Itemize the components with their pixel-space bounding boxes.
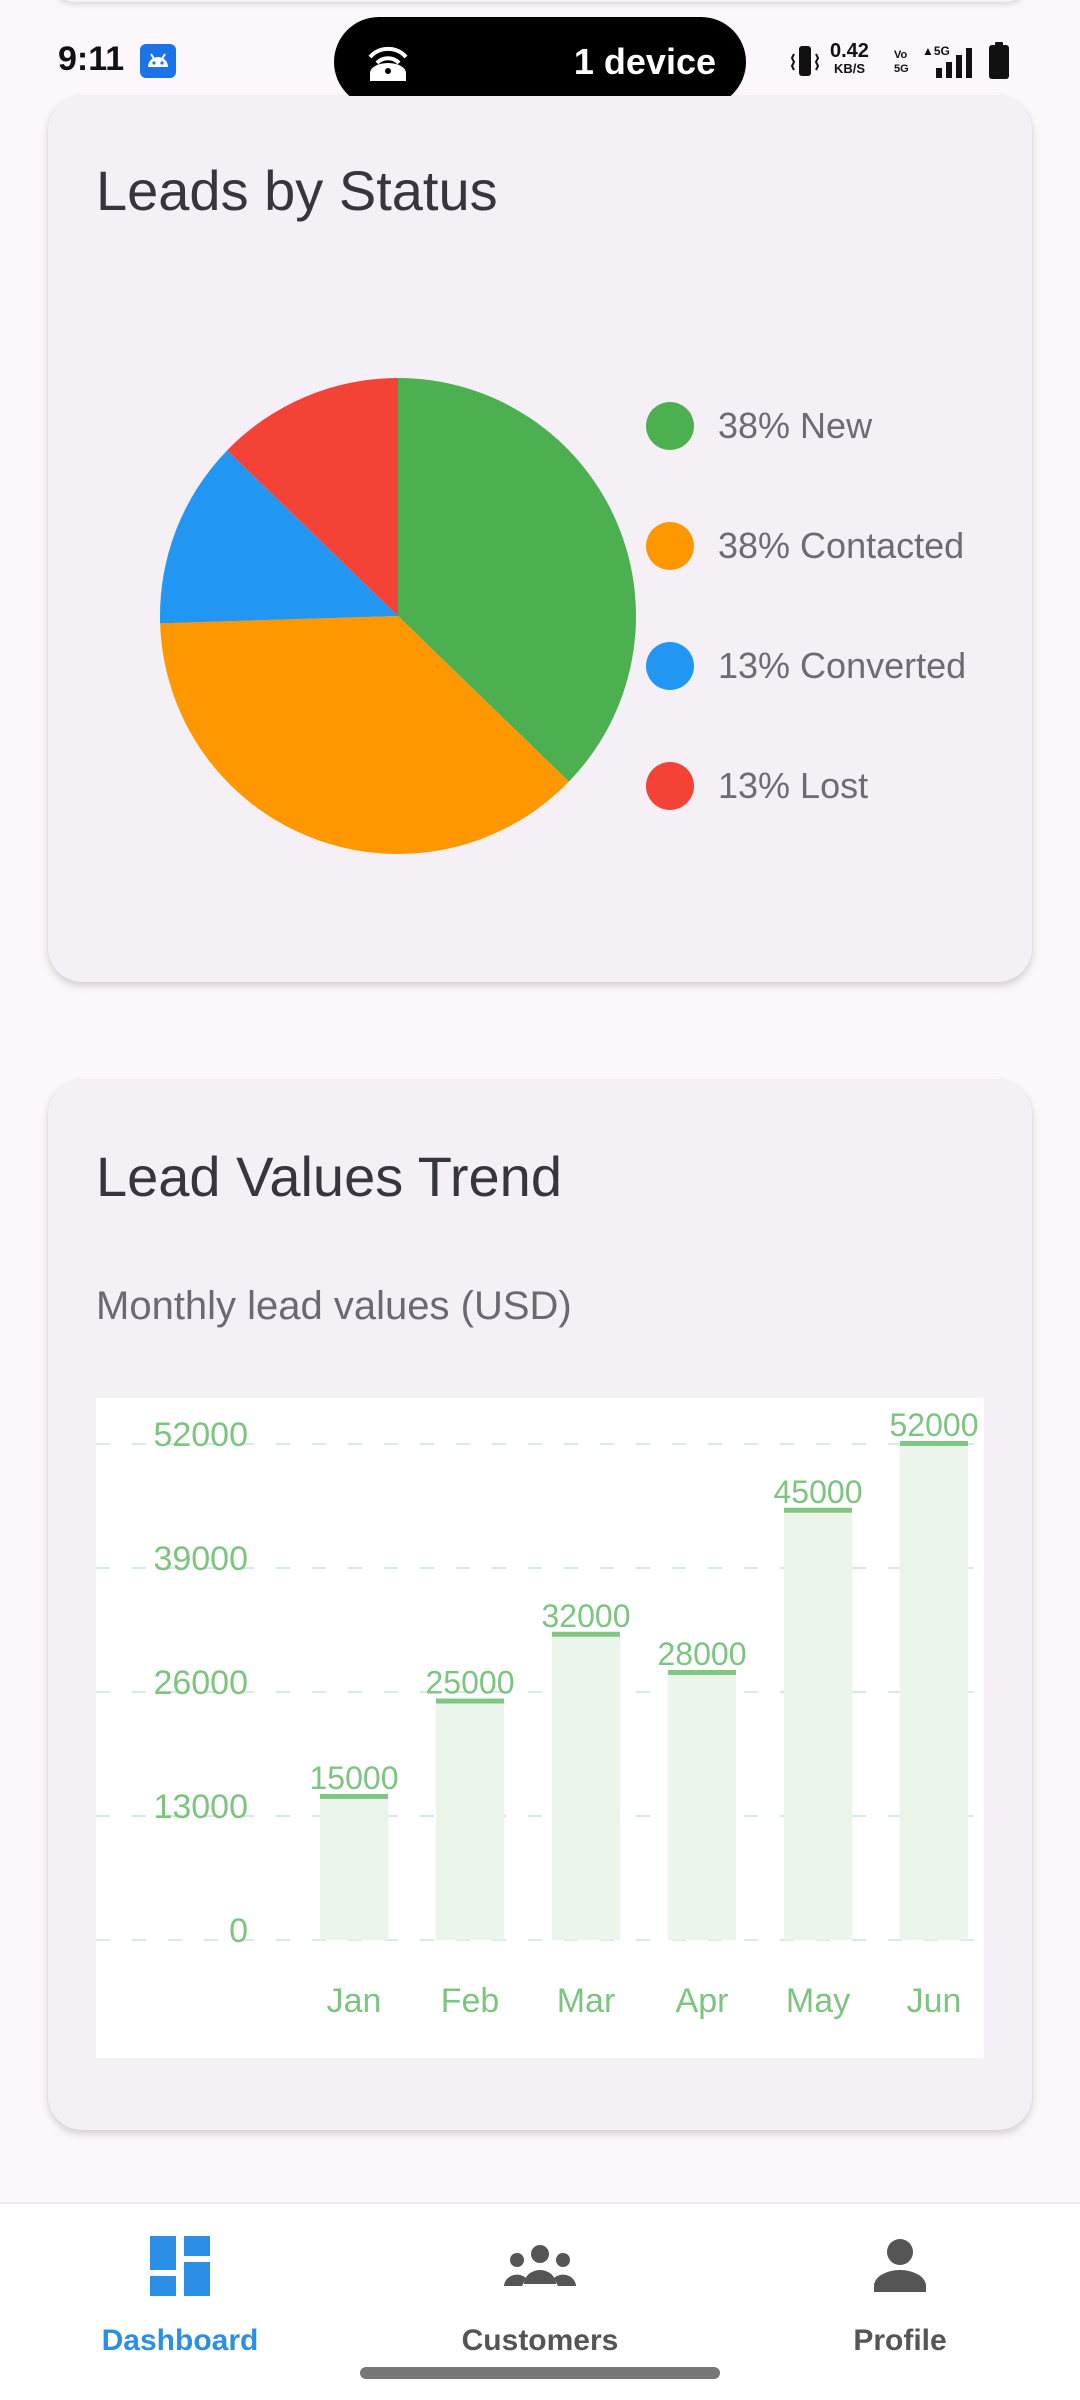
x-tick-label: May: [786, 1982, 850, 2020]
y-tick-label: 52000: [153, 1416, 248, 1454]
net-speed-unit: KB/S: [833, 61, 865, 76]
net-speed: 0.42 KB/S: [830, 40, 869, 78]
nav-label: Dashboard: [101, 2324, 259, 2357]
bar-value-label: 52000: [890, 1407, 979, 1443]
pie-slice-contacted: [160, 616, 569, 854]
bar-chart-container: 0 13000 26000 39000 52000 15000 Jan 25000 Feb 320…: [96, 1398, 984, 2058]
legend-dot: [646, 402, 694, 450]
legend-label: 38% Contacted: [718, 525, 965, 566]
bar-value-label: 28000: [658, 1636, 747, 1672]
volte-icon: Vo 5G: [894, 49, 909, 75]
x-tick-label: Feb: [441, 1982, 500, 2020]
legend-item-new: 38% New: [646, 396, 872, 456]
legend-label: 13% Converted: [718, 645, 967, 686]
pie-slice-new: [398, 378, 636, 782]
legend-dot: [646, 642, 694, 690]
bar-top-line: [784, 1507, 852, 1513]
y-tick-label: 0: [229, 1912, 248, 1950]
card-title: Lead Values Trend: [96, 1145, 562, 1208]
nav-label: Profile: [853, 2324, 947, 2357]
bar-top-line: [900, 1441, 968, 1446]
legend-label: 13% Lost: [718, 765, 869, 806]
lead-values-trend-card: Lead Values Trend Monthly lead values (U…: [48, 1080, 1032, 2130]
vibrate-icon: [790, 46, 820, 76]
svg-text:Vo: Vo: [894, 49, 908, 61]
bar-top-line: [668, 1669, 736, 1675]
previous-card-edge: [48, 0, 1032, 2]
y-tick-label: 39000: [153, 1540, 248, 1578]
x-tick-label: Jan: [327, 1982, 382, 2020]
profile-icon: [874, 2239, 926, 2292]
bar-value-label: 25000: [426, 1665, 515, 1701]
leads-pie-chart: [160, 378, 636, 854]
legend-item-contacted: 38% Contacted: [646, 516, 964, 576]
legend-label: 38% New: [718, 405, 873, 446]
legend-item-lost: 13% Lost: [646, 756, 868, 816]
leads-by-status-card: Leads by Status 38% New 38% Contacted 13…: [48, 96, 1032, 982]
svg-text:5G: 5G: [894, 63, 909, 75]
pie-slice-converted: [160, 450, 398, 624]
legend-dot: [646, 522, 694, 570]
nav-label: Customers: [461, 2324, 619, 2357]
lead-values-bar-chart: 0 13000 26000 39000 52000 15000 Jan 25000 Feb 320…: [96, 1407, 984, 2020]
bar-value-label: 45000: [774, 1474, 863, 1510]
y-tick-label: 26000: [153, 1664, 248, 1702]
android-notification-icon: [140, 44, 176, 78]
dashboard-icon: [150, 2236, 210, 2296]
bar-feb: [436, 1701, 504, 1940]
x-tick-label: Mar: [557, 1982, 616, 2020]
svg-text:▲5G: ▲5G: [922, 44, 950, 58]
bar-jun: [900, 1444, 968, 1940]
nav-profile[interactable]: Profile: [720, 2204, 1080, 2400]
hotspot-pill[interactable]: 1 device: [334, 17, 746, 107]
nav-dashboard[interactable]: Dashboard: [0, 2204, 360, 2400]
y-tick-label: 13000: [153, 1788, 248, 1826]
card-subtitle: Monthly lead values (USD): [96, 1284, 572, 1328]
legend-item-converted: 13% Converted: [646, 636, 966, 696]
bar-value-label: 32000: [542, 1598, 631, 1634]
nav-customers[interactable]: Customers: [360, 2204, 720, 2400]
signal-5g-icon: ▲5G: [922, 44, 972, 78]
status-bar: 9:11 1 device 0.42 KB/S Vo 5G: [0, 0, 1080, 120]
hotspot-device-count: 1 device: [573, 41, 716, 82]
status-time: 9:11: [58, 40, 125, 78]
x-tick-label: Apr: [676, 1982, 729, 2020]
bar-top-line: [436, 1698, 504, 1704]
x-tick-label: Jun: [907, 1982, 962, 2020]
net-speed-value: 0.42: [830, 40, 869, 62]
card-title: Leads by Status: [96, 159, 498, 222]
bar-top-line: [320, 1793, 388, 1799]
bar-value-label: 15000: [310, 1760, 399, 1796]
bar-jan: [320, 1796, 388, 1940]
legend-dot: [646, 762, 694, 810]
bar-mar: [552, 1634, 620, 1940]
bar-apr: [668, 1672, 736, 1940]
status-icons: 0.42 KB/S Vo 5G ▲5G: [788, 40, 1018, 82]
bar-top-line: [552, 1631, 620, 1637]
pie-slice-lost: [227, 378, 398, 616]
hotspot-icon: [368, 46, 408, 81]
home-indicator[interactable]: [360, 2367, 720, 2379]
bar-may: [784, 1510, 852, 1940]
customers-icon: [504, 2245, 576, 2286]
battery-icon: [989, 42, 1009, 79]
